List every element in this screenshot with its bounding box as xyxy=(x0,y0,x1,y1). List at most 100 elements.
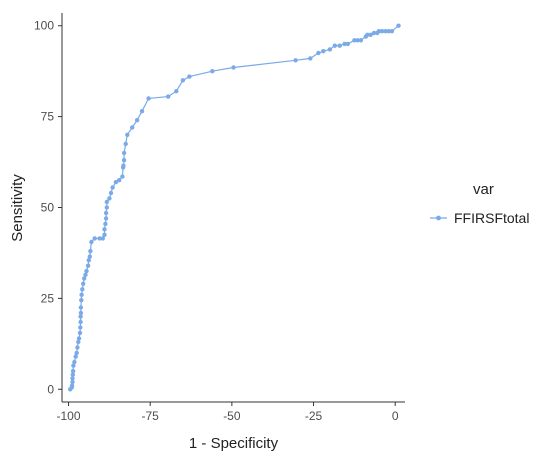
data-point xyxy=(86,258,92,263)
data-point xyxy=(75,345,80,350)
data-point xyxy=(376,29,382,34)
data-point xyxy=(83,272,88,277)
data-point xyxy=(231,65,236,70)
data-point xyxy=(180,78,186,83)
legend-title: var xyxy=(473,181,494,198)
data-point xyxy=(102,232,107,237)
data-point xyxy=(379,29,385,34)
data-point xyxy=(345,41,350,47)
data-point xyxy=(79,292,84,297)
data-point xyxy=(70,376,75,381)
data-point xyxy=(92,236,97,241)
data-point xyxy=(103,210,109,216)
data-point xyxy=(337,43,342,48)
data-point xyxy=(81,281,86,286)
data-point xyxy=(102,227,107,232)
data-point xyxy=(120,174,125,179)
data-point xyxy=(365,32,370,37)
data-point xyxy=(70,372,76,377)
x-tick-label: -75 xyxy=(142,409,160,423)
x-axis-title: 1 - Specificity xyxy=(189,435,279,452)
data-point xyxy=(103,216,109,221)
data-point xyxy=(113,179,119,185)
data-point xyxy=(386,29,391,34)
x-tick-label: -25 xyxy=(305,409,323,423)
data-point xyxy=(78,325,83,330)
data-point xyxy=(371,30,377,36)
data-point xyxy=(77,330,83,336)
data-point xyxy=(100,236,106,241)
data-point xyxy=(123,141,128,147)
y-tick-label: 75 xyxy=(41,110,55,124)
data-point xyxy=(358,38,364,43)
data-point xyxy=(134,118,140,123)
data-point xyxy=(88,248,93,254)
series-line-ffirsftotal xyxy=(69,25,399,390)
data-point xyxy=(125,132,130,137)
series-points xyxy=(68,23,401,392)
y-tick-label: 100 xyxy=(34,19,54,33)
data-point xyxy=(89,239,94,245)
data-point xyxy=(121,163,126,168)
data-point xyxy=(110,185,115,190)
data-point xyxy=(174,89,179,94)
data-point xyxy=(76,339,81,345)
data-point xyxy=(71,363,76,368)
data-point xyxy=(130,125,135,130)
data-point xyxy=(210,69,215,74)
data-point xyxy=(139,109,145,114)
data-point xyxy=(104,205,110,210)
data-point xyxy=(80,287,85,292)
data-point xyxy=(97,236,102,241)
data-point xyxy=(74,350,79,356)
data-point xyxy=(78,319,83,325)
data-point xyxy=(316,50,321,56)
data-point xyxy=(121,158,127,163)
x-tick-label: -100 xyxy=(57,409,81,423)
data-point xyxy=(84,268,89,274)
data-point xyxy=(78,305,84,310)
data-point xyxy=(107,196,112,201)
x-ticks: -100 -75 -50 -25 0 xyxy=(57,402,399,423)
data-point xyxy=(76,336,82,341)
legend-label-ffirsftotal: FFIRSFtotal xyxy=(454,210,529,226)
y-ticks: 0 25 50 75 100 xyxy=(34,19,62,396)
data-point xyxy=(72,359,77,365)
x-tick-label: 0 xyxy=(392,409,399,423)
data-point xyxy=(327,47,333,52)
legend: var FFIRSFtotal xyxy=(430,181,529,226)
data-point xyxy=(187,74,192,79)
data-point xyxy=(82,276,87,281)
y-tick-label: 50 xyxy=(41,201,55,215)
data-point xyxy=(121,150,127,156)
y-tick-label: 25 xyxy=(41,291,55,305)
data-point xyxy=(70,379,75,385)
data-point xyxy=(69,383,75,388)
data-point xyxy=(352,38,357,43)
y-axis-title: Sensitivity xyxy=(9,174,26,242)
data-point xyxy=(104,199,110,205)
data-point xyxy=(73,354,78,359)
data-point xyxy=(166,94,171,99)
data-point xyxy=(108,190,114,196)
data-point xyxy=(70,368,76,374)
data-point xyxy=(146,96,151,101)
data-point xyxy=(389,29,395,34)
data-point xyxy=(321,49,326,54)
data-point xyxy=(383,29,388,34)
data-point xyxy=(293,58,298,63)
data-point xyxy=(355,38,360,43)
x-tick-label: -50 xyxy=(223,409,241,423)
data-point xyxy=(308,56,313,61)
data-point xyxy=(368,32,373,37)
y-tick-label: 0 xyxy=(47,382,54,396)
data-point xyxy=(87,254,93,259)
data-point xyxy=(78,314,83,319)
data-point xyxy=(396,23,401,28)
data-point xyxy=(342,41,347,47)
data-point xyxy=(332,43,337,48)
data-point xyxy=(79,298,84,303)
data-point xyxy=(103,221,108,227)
data-point xyxy=(78,310,84,316)
